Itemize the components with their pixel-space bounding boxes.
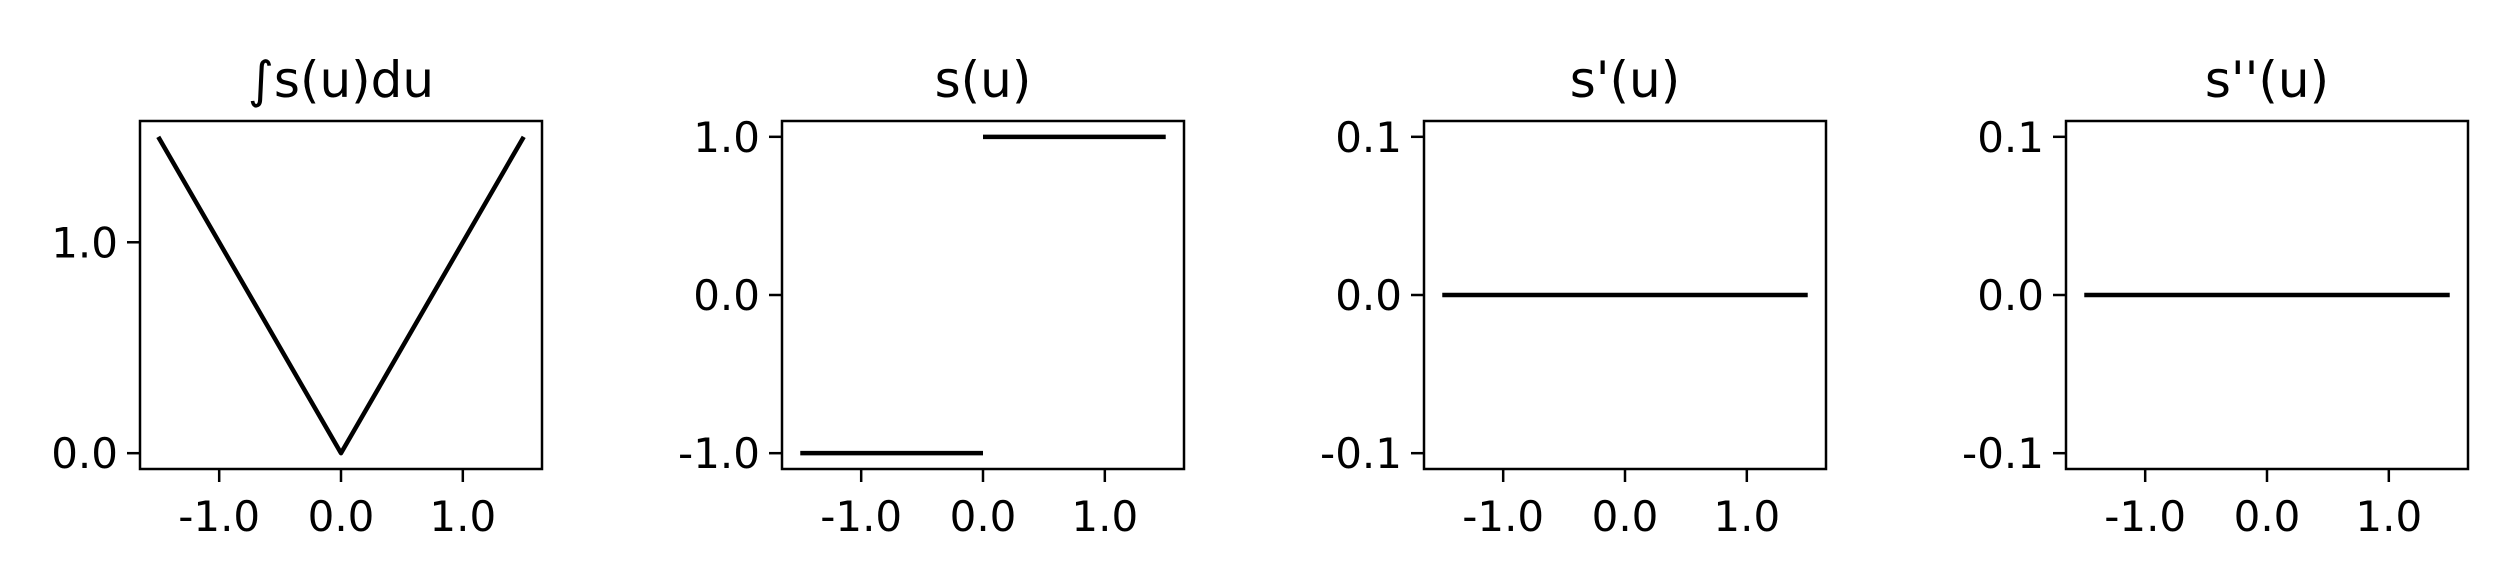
x-tick-label: -1.0: [178, 492, 260, 541]
x-tick-label: -1.0: [1462, 492, 1544, 541]
x-tick-label: 0.0: [308, 492, 375, 541]
x-tick-label: -1.0: [2104, 492, 2186, 541]
y-tick-label: -0.1: [1320, 429, 1402, 478]
panel-title: s'(u): [1570, 51, 1681, 109]
x-tick-label: -1.0: [820, 492, 902, 541]
x-tick-label: 0.0: [950, 492, 1017, 541]
y-tick-label: 0.1: [1335, 113, 1402, 162]
x-tick-label: 0.0: [2234, 492, 2301, 541]
y-tick-label: 0.0: [51, 429, 118, 478]
panel-title: ∫s(u)du: [248, 51, 434, 109]
y-tick-label: 0.0: [1977, 271, 2044, 320]
y-tick-label: 1.0: [51, 218, 118, 267]
panel-s: s(u) -1.0 0.0 1.0 -1.0 0.0 1.0: [678, 51, 1186, 541]
series-line-segment: [156, 135, 526, 456]
x-tick-label: 1.0: [1071, 492, 1138, 541]
y-tick-label: 0.1: [1977, 113, 2044, 162]
panel-integral: ∫s(u)du -1.0 0.0 1.0 0.0 1.0: [51, 51, 544, 541]
panel-title: s(u): [935, 51, 1032, 109]
x-tick-label: 1.0: [429, 492, 496, 541]
x-tick-label: 0.0: [1592, 492, 1659, 541]
x-tick-label: 1.0: [1713, 492, 1780, 541]
y-tick-label: -1.0: [678, 429, 760, 478]
panel-s-double-prime: s''(u) -1.0 0.0 1.0 -0.1 0.0 0.1: [1962, 51, 2470, 541]
panel-title: s''(u): [2205, 51, 2329, 109]
y-tick-label: 1.0: [693, 113, 760, 162]
y-tick-label: 0.0: [693, 271, 760, 320]
x-tick-label: 1.0: [2355, 492, 2422, 541]
y-tick-label: -0.1: [1962, 429, 2044, 478]
y-tick-label: 0.0: [1335, 271, 1402, 320]
panel-s-prime: s'(u) -1.0 0.0 1.0 -0.1 0.0 0.1: [1320, 51, 1828, 541]
